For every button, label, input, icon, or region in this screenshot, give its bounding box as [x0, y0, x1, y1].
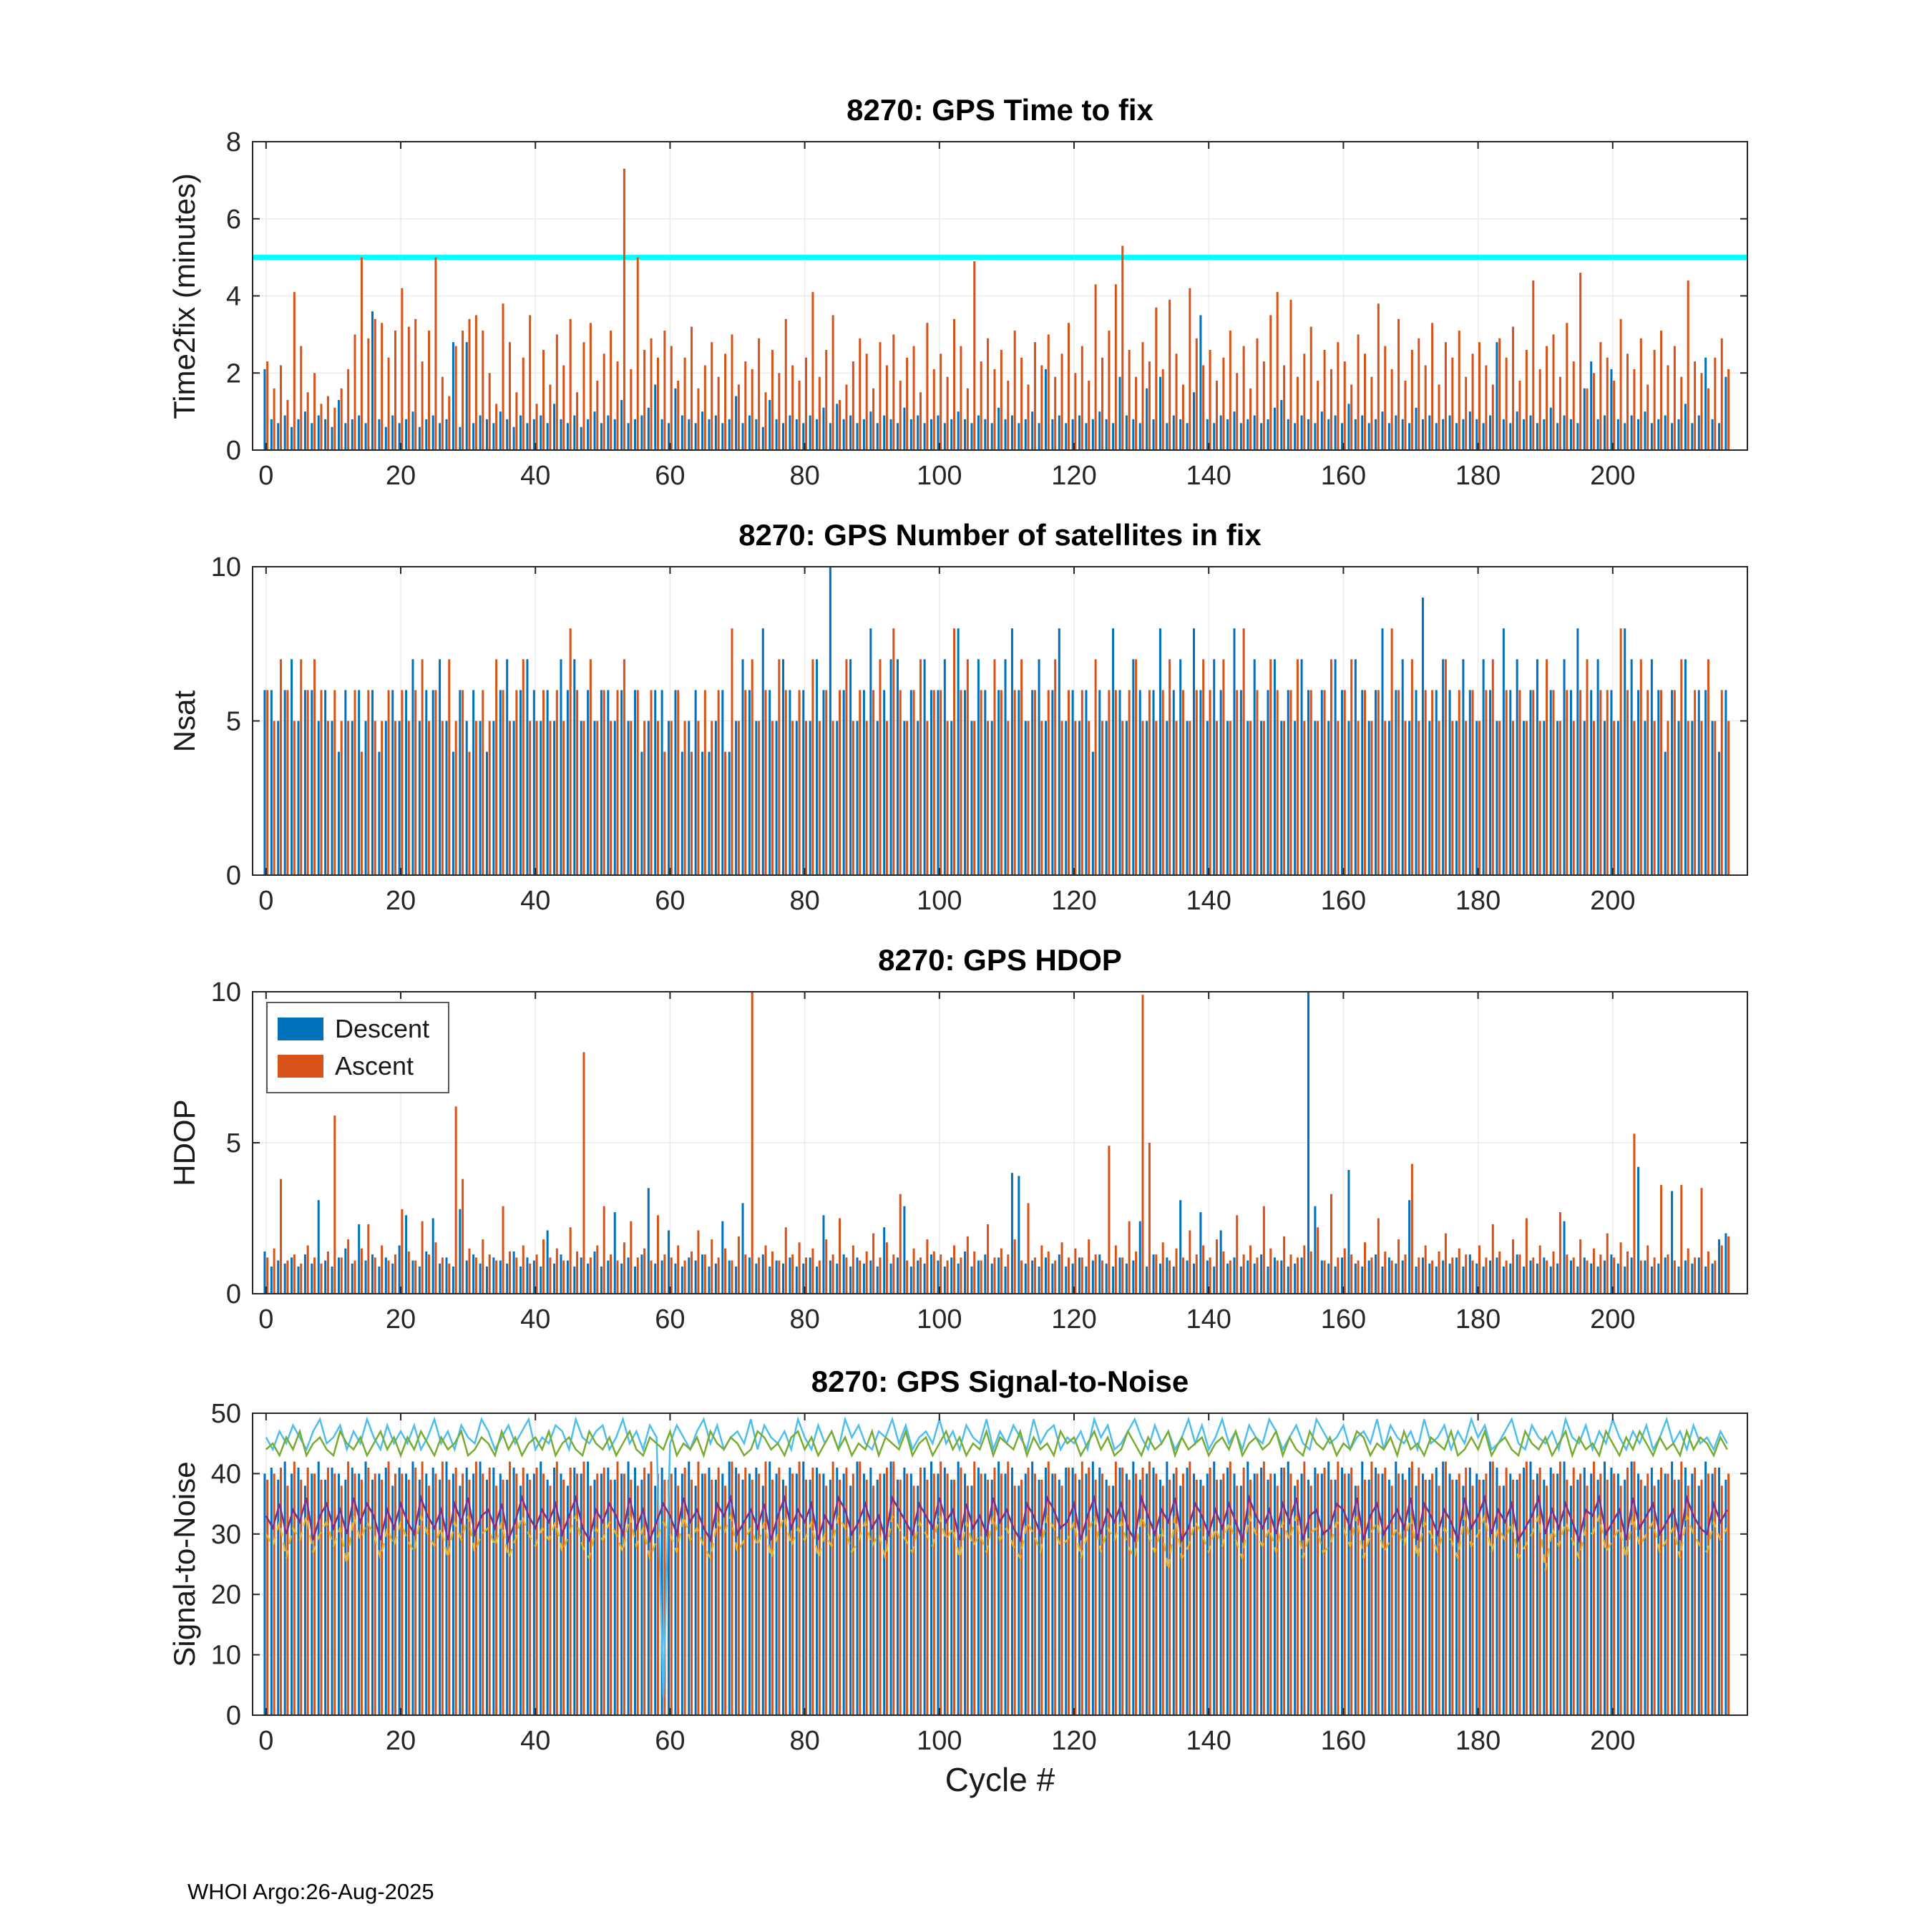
line-series [265, 1428, 1728, 1459]
line-series [265, 1415, 1728, 1697]
y-axis-label-hdop: HDOP [167, 1099, 201, 1186]
x-tick-label: 100 [917, 886, 962, 916]
x-tick-label: 60 [655, 1726, 685, 1756]
legend-label-descent: Descent [335, 1014, 430, 1043]
legend-item-descent: Descent [278, 1010, 429, 1048]
x-tick-label: 40 [520, 886, 550, 916]
x-tick-label: 20 [386, 1726, 416, 1756]
y-tick-label: 5 [226, 707, 241, 737]
legend-swatch-ascent-icon [278, 1055, 323, 1078]
y-tick-label: 10 [211, 977, 241, 1008]
x-tick-label: 160 [1321, 1304, 1366, 1335]
x-tick-label: 140 [1186, 1726, 1231, 1756]
x-tick-label: 0 [258, 886, 273, 916]
x-tick-label: 60 [655, 461, 685, 491]
x-tick-label: 0 [258, 1304, 273, 1335]
x-tick-label: 80 [789, 886, 819, 916]
x-tick-label: 80 [789, 1304, 819, 1335]
subplot-2: 0 20 40 60 80 100 120 140 160 180 200 0 5 10 [211, 977, 1748, 1335]
chart-title-hdop: 8270: GPS HDOP [878, 943, 1122, 977]
y-tick-label: 8 [226, 127, 241, 157]
x-tick-label: 160 [1321, 886, 1366, 916]
x-tick-label: 160 [1321, 461, 1366, 491]
legend-swatch-descent-icon [278, 1018, 323, 1040]
x-tick-label: 80 [789, 461, 819, 491]
y-tick-label: 0 [226, 436, 241, 466]
y-tick-label: 0 [226, 1279, 241, 1309]
x-tick-label: 120 [1051, 461, 1096, 491]
footer-text: WHOI Argo:26-Aug-2025 [187, 1879, 434, 1904]
x-tick-label: 120 [1051, 1726, 1096, 1756]
y-axis-label-snr: Signal-to-Noise [167, 1461, 201, 1667]
x-tick-label: 100 [917, 1726, 962, 1756]
y-tick-label: 10 [211, 552, 241, 582]
y-tick-label: 30 [211, 1520, 241, 1550]
line-series [265, 1512, 1728, 1571]
chart-title-snr: 8270: GPS Signal-to-Noise [811, 1365, 1189, 1398]
x-tick-label: 180 [1455, 461, 1501, 491]
x-tick-label: 200 [1590, 1726, 1635, 1756]
y-axis-label-time2fix: Time2fix (minutes) [167, 173, 201, 419]
x-tick-label: 160 [1321, 1726, 1366, 1756]
y-tick-label: 0 [226, 1701, 241, 1731]
x-tick-label: 40 [520, 1726, 550, 1756]
x-tick-label: 140 [1186, 1304, 1231, 1335]
y-tick-label: 0 [226, 861, 241, 891]
subplot-1: 0 20 40 60 80 100 120 140 160 180 200 0 5 10 [211, 552, 1748, 916]
y-tick-label: 50 [211, 1399, 241, 1429]
x-tick-label: 140 [1186, 886, 1231, 916]
x-tick-label: 40 [520, 1304, 550, 1335]
x-tick-label: 180 [1455, 1726, 1501, 1756]
y-tick-label: 2 [226, 358, 241, 389]
chart-title-nsat: 8270: GPS Number of satellites in fix [738, 518, 1262, 552]
y-axis-label-nsat: Nsat [167, 690, 201, 753]
x-tick-label: 20 [386, 461, 416, 491]
x-tick-label: 40 [520, 461, 550, 491]
y-tick-label: 6 [226, 205, 241, 235]
x-tick-label: 0 [258, 461, 273, 491]
y-tick-label: 4 [226, 282, 241, 312]
legend-item-ascent: Ascent [278, 1048, 429, 1085]
x-tick-label: 20 [386, 1304, 416, 1335]
x-tick-label: 180 [1455, 1304, 1501, 1335]
x-tick-label: 200 [1590, 461, 1635, 491]
x-tick-label: 100 [917, 461, 962, 491]
x-tick-label: 80 [789, 1726, 819, 1756]
x-tick-label: 120 [1051, 886, 1096, 916]
subplot-0: 0 20 40 60 80 100 120 140 160 180 200 0 2 4 6 8 [226, 127, 1748, 491]
x-tick-label: 60 [655, 1304, 685, 1335]
legend: Descent Ascent [266, 1002, 450, 1093]
subplot-3: 0 20 40 60 80 100 120 140 160 180 200 0 10 20 30 40 50 [211, 1399, 1748, 1756]
x-tick-label: 120 [1051, 1304, 1096, 1335]
y-tick-label: 5 [226, 1128, 241, 1158]
x-tick-label: 200 [1590, 886, 1635, 916]
legend-label-ascent: Ascent [335, 1051, 414, 1080]
chart-title-time2fix: 8270: GPS Time to fix [847, 93, 1153, 127]
x-tick-label: 180 [1455, 886, 1501, 916]
x-tick-label: 60 [655, 886, 685, 916]
x-tick-label: 200 [1590, 1304, 1635, 1335]
x-tick-label: 140 [1186, 461, 1231, 491]
y-tick-label: 20 [211, 1580, 241, 1610]
y-tick-label: 10 [211, 1641, 241, 1671]
x-tick-label: 20 [386, 886, 416, 916]
x-tick-label: 100 [917, 1304, 962, 1335]
y-tick-label: 40 [211, 1459, 241, 1489]
x-axis-label: Cycle # [945, 1761, 1055, 1798]
x-tick-label: 0 [258, 1726, 273, 1756]
line-series [265, 1494, 1728, 1544]
